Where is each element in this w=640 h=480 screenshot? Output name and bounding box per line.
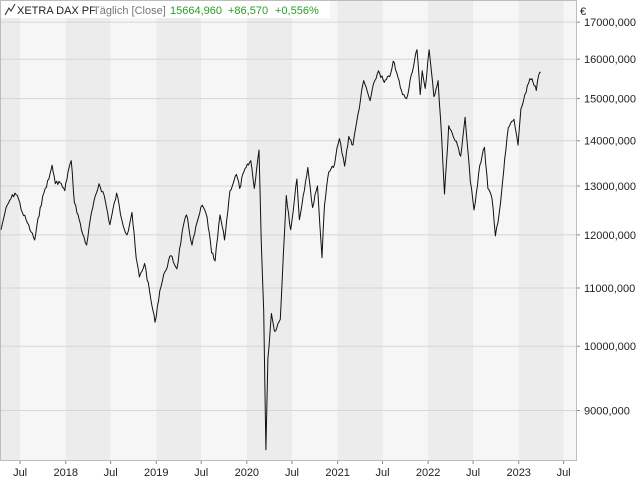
y-tick-label: 10000,000 [584,341,636,353]
y-tick-label: 14000,000 [584,136,636,148]
time-band [156,1,202,460]
time-band [20,1,66,460]
x-tick-label: 2018 [54,467,78,479]
y-axis-labels: 9000,000 10000,000 11000,000 12000,000 13000… [584,17,636,417]
header-background [1,1,330,18]
x-tick-label: Jul [466,467,480,479]
time-band [428,1,474,460]
line-chart-icon [4,3,16,16]
plot-frame [0,0,577,461]
time-band [291,1,338,460]
instrument-name: XETRA DAX PF [17,5,96,17]
y-tick-label: 17000,000 [584,17,636,29]
x-tick-label: 2019 [144,467,168,479]
interval-label: Täglich [Close] [93,5,166,17]
change-absolute: +86,570 [228,5,268,17]
x-axis-labels: Jul 2018 Jul 2019 Jul 2020 Jul 2021 Jul 2022 Jul 20… [13,467,571,479]
x-tick-label: Jul [557,467,571,479]
time-band [201,1,247,460]
time-band [246,1,292,460]
y-tick-label: 11000,000 [584,283,635,295]
x-tick-label: Jul [194,467,208,479]
x-tick-label: Jul [375,467,389,479]
y-tick-label: 9000,000 [584,406,630,418]
currency-label: € [580,6,586,18]
time-bands [1,1,576,460]
gridlines [1,21,580,464]
y-tick-label: 12000,000 [584,230,636,242]
series-line-dax [0,49,541,451]
time-band [382,1,429,460]
x-tick-label: 2023 [506,467,530,479]
change-percent: +0,556% [275,5,319,17]
time-band [563,1,576,460]
y-tick-label: 13000,000 [584,181,636,193]
y-tick-label: 16000,000 [584,54,636,66]
x-tick-label: 2021 [325,467,349,479]
time-band [518,1,564,460]
time-band [1,1,21,460]
x-tick-label: 2020 [235,467,259,479]
x-tick-label: Jul [285,467,299,479]
last-price: 15664,960 [170,5,222,17]
x-tick-label: Jul [104,467,118,479]
svg-text:XETRA DAX PF Täglich [Cl: XETRA DAX PF Täglich [Close] 15664,960 +… [17,5,319,17]
y-tick-label: 15000,000 [584,94,636,106]
time-band [337,1,383,460]
x-tick-label: 2022 [416,467,440,479]
x-tick-label: Jul [13,467,27,479]
